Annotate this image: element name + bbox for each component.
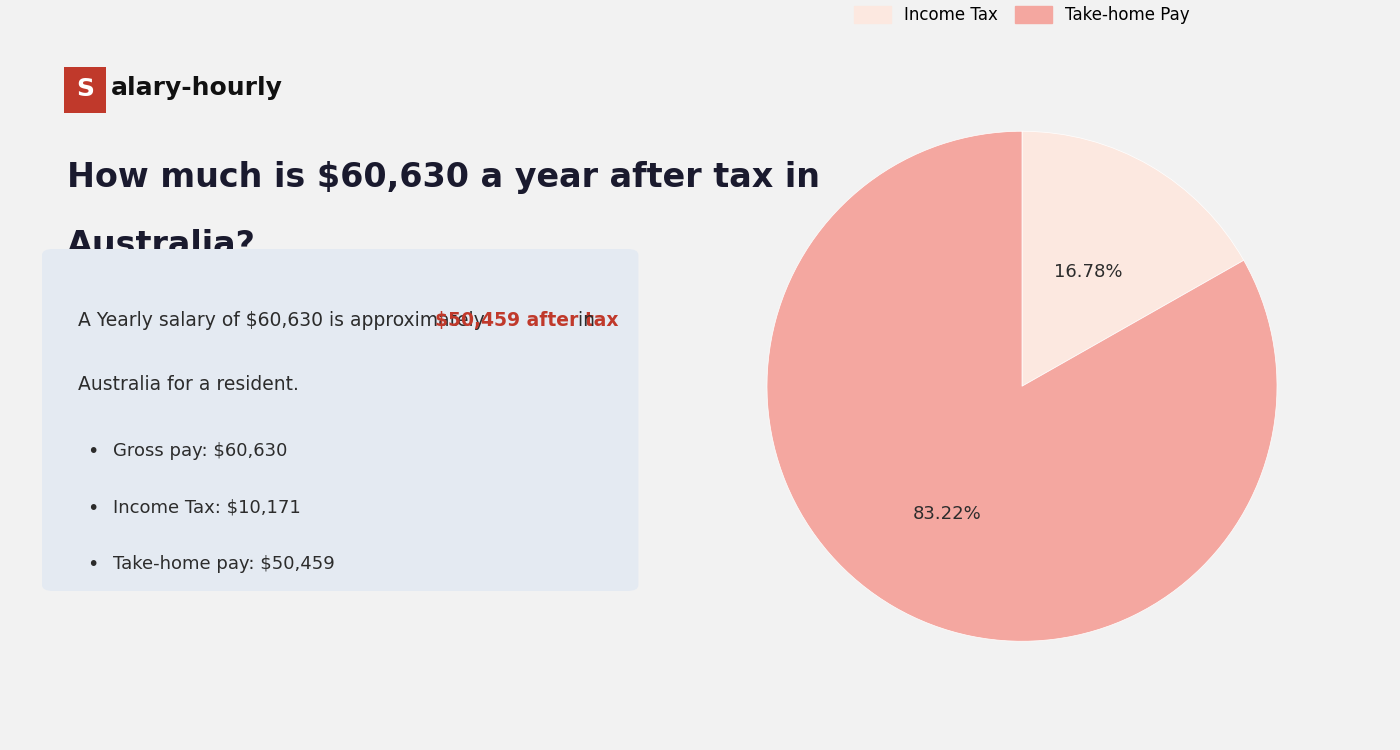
Text: Australia for a resident.: Australia for a resident. <box>78 375 300 394</box>
Text: •: • <box>87 555 98 574</box>
Text: Take-home pay: $50,459: Take-home pay: $50,459 <box>113 555 335 573</box>
FancyBboxPatch shape <box>42 249 638 591</box>
Text: How much is $60,630 a year after tax in: How much is $60,630 a year after tax in <box>67 161 820 194</box>
Text: Australia?: Australia? <box>67 229 256 262</box>
FancyBboxPatch shape <box>64 67 106 113</box>
Text: •: • <box>87 442 98 461</box>
Text: 16.78%: 16.78% <box>1054 262 1123 280</box>
Text: $50,459 after tax: $50,459 after tax <box>435 311 619 330</box>
Wedge shape <box>1022 131 1243 386</box>
Text: •: • <box>87 499 98 517</box>
Text: Income Tax: $10,171: Income Tax: $10,171 <box>113 499 301 517</box>
Legend: Income Tax, Take-home Pay: Income Tax, Take-home Pay <box>848 0 1196 31</box>
Text: in: in <box>573 311 595 330</box>
Wedge shape <box>767 131 1277 641</box>
Text: 83.22%: 83.22% <box>913 505 981 523</box>
Text: S: S <box>77 76 94 101</box>
Text: Gross pay: $60,630: Gross pay: $60,630 <box>113 442 288 460</box>
Text: A Yearly salary of $60,630 is approximately: A Yearly salary of $60,630 is approximat… <box>78 311 491 330</box>
Text: alary-hourly: alary-hourly <box>111 76 283 101</box>
